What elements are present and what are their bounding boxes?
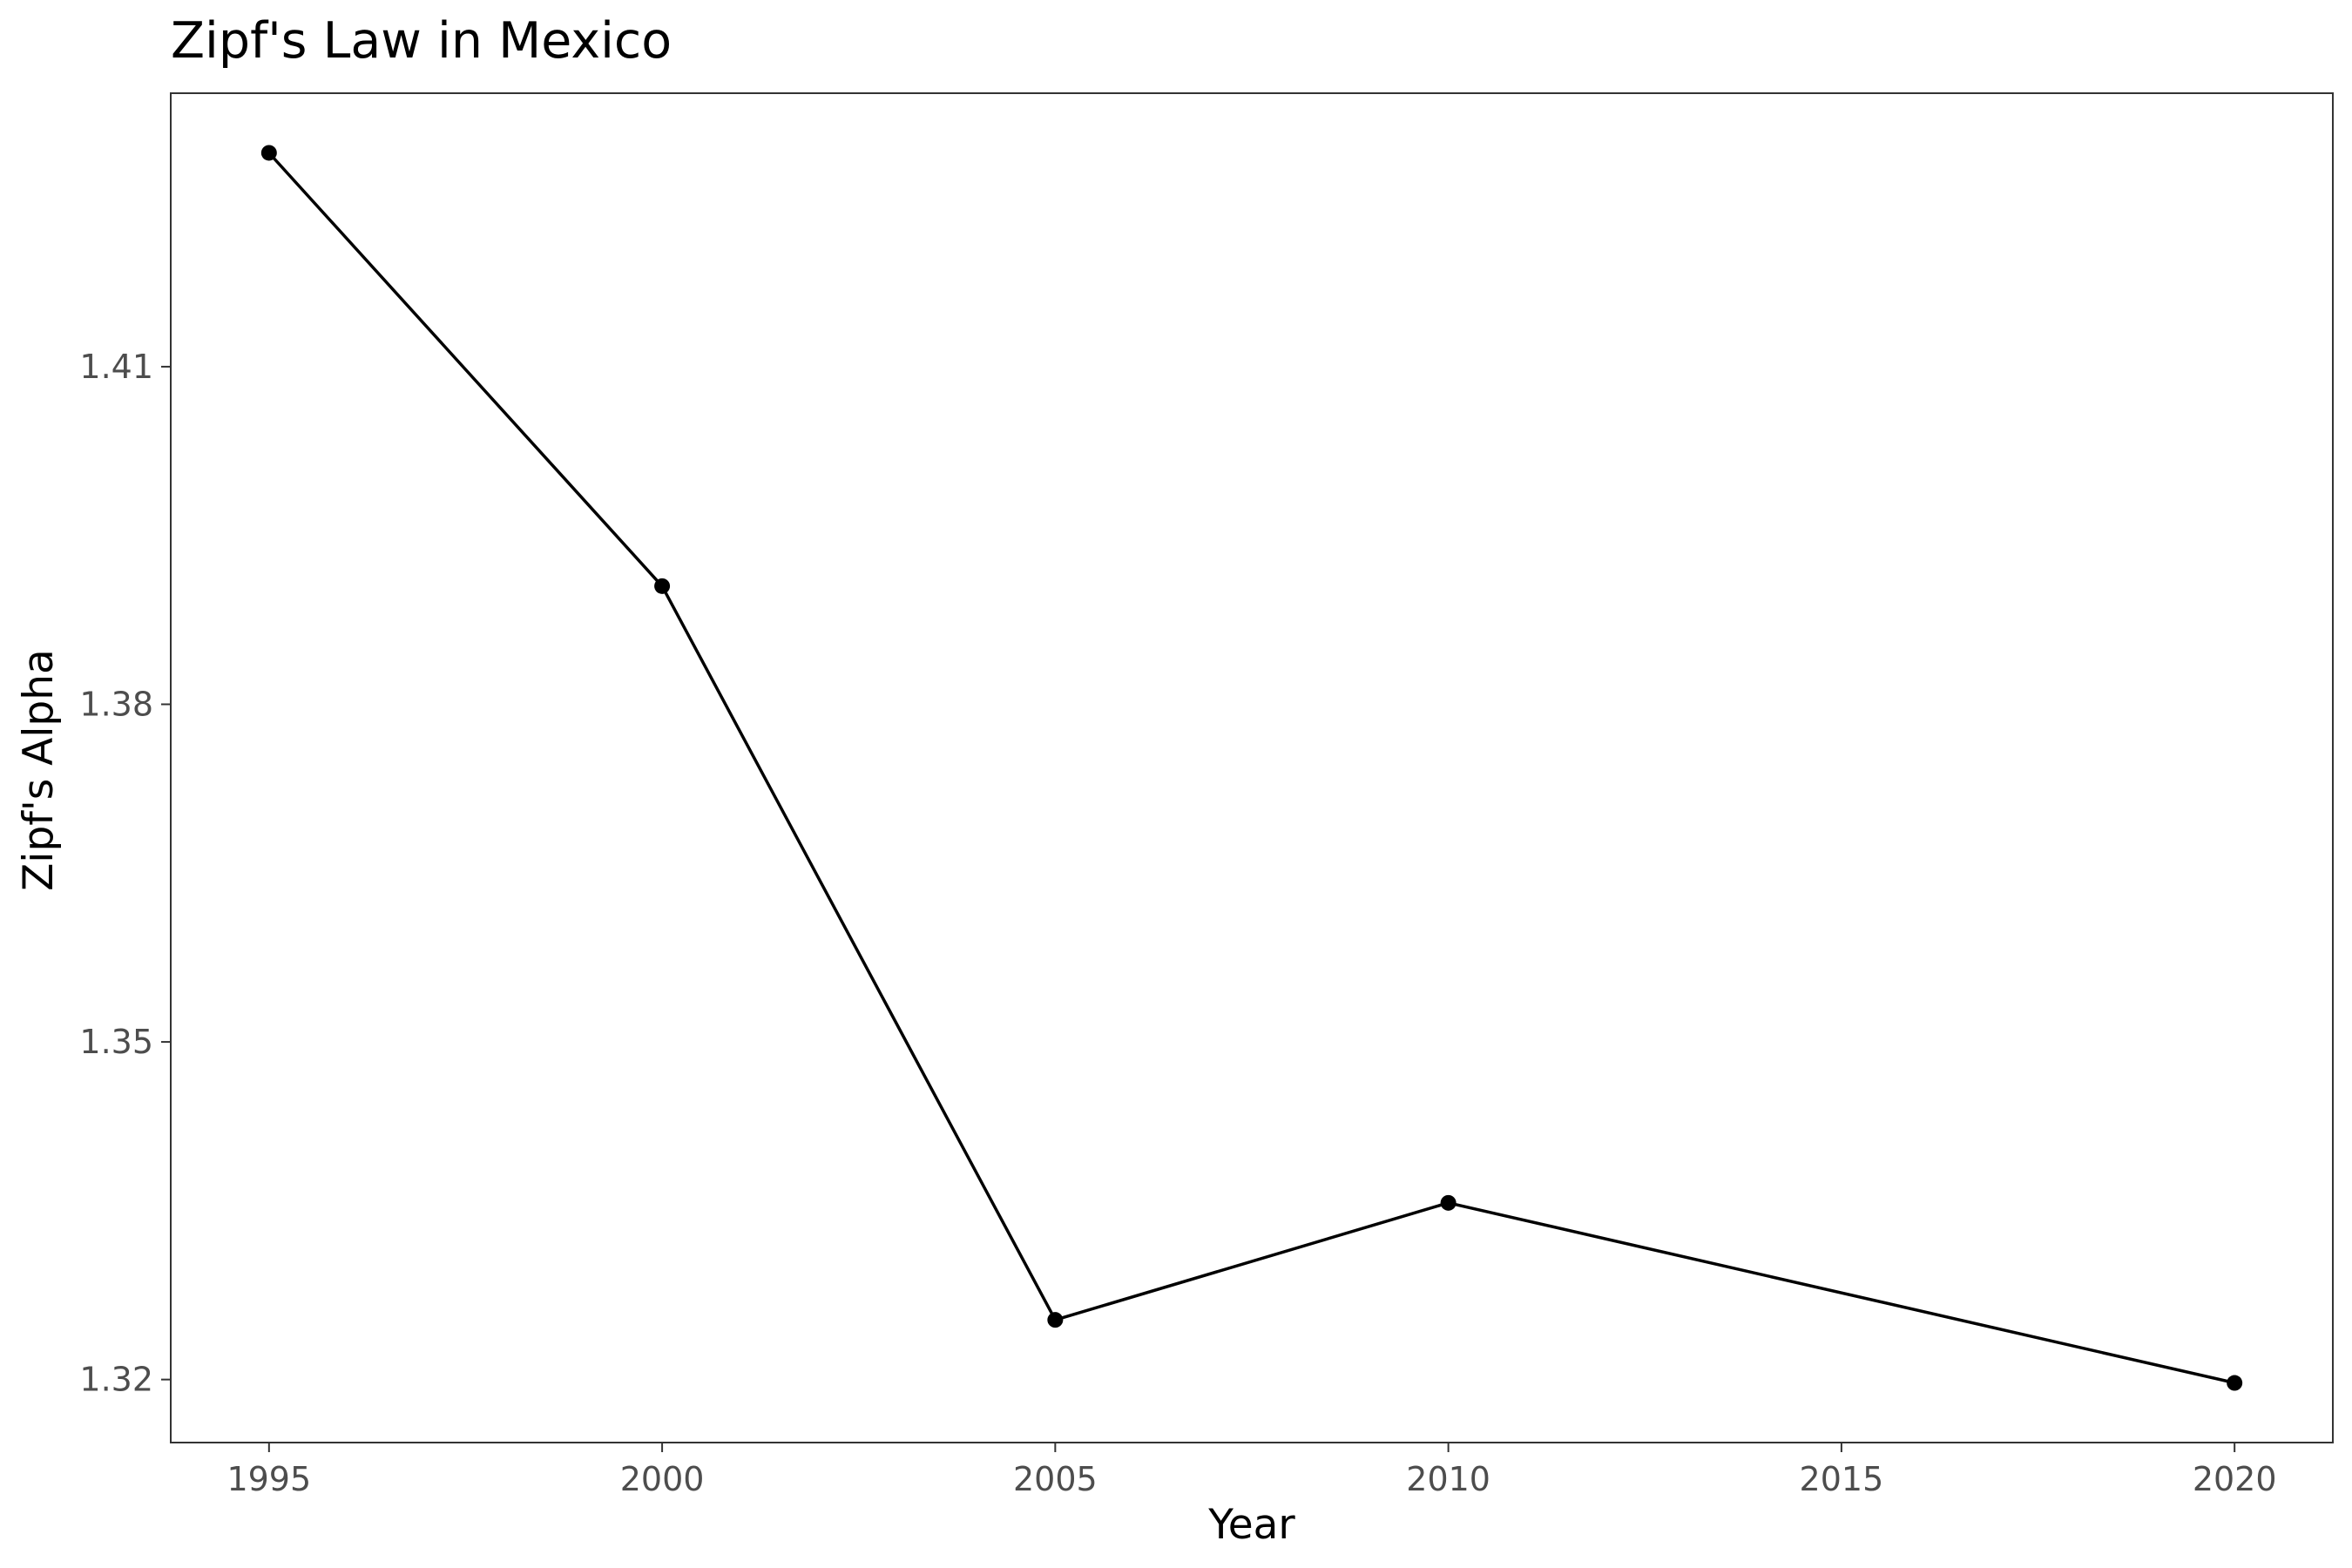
y-tick-label: 1.38 bbox=[79, 686, 153, 724]
x-tick-label: 1995 bbox=[226, 1460, 311, 1498]
x-tick-label: 2005 bbox=[1013, 1460, 1098, 1498]
y-tick-label: 1.35 bbox=[79, 1023, 153, 1061]
x-tick-label: 2015 bbox=[1800, 1460, 1884, 1498]
y-tick-label: 1.41 bbox=[79, 348, 153, 386]
y-axis: 1.32 1.35 1.38 1.41 bbox=[79, 348, 171, 1399]
y-tick-label: 1.32 bbox=[79, 1361, 153, 1399]
plot-area bbox=[170, 92, 2334, 1443]
x-tick-label: 2010 bbox=[1406, 1460, 1490, 1498]
x-axis: 1995 2000 2005 2010 2015 2020 bbox=[226, 1443, 2277, 1498]
data-point bbox=[1047, 1312, 1064, 1328]
chart-title: Zipf's Law in Mexico bbox=[171, 12, 672, 70]
data-point bbox=[1440, 1194, 1456, 1211]
data-point bbox=[654, 578, 671, 594]
x-axis-title: Year bbox=[1207, 1501, 1295, 1549]
x-tick-label: 2000 bbox=[620, 1460, 705, 1498]
data-point bbox=[260, 145, 277, 161]
x-tick-label: 2020 bbox=[2193, 1460, 2277, 1498]
panel-border bbox=[170, 92, 2334, 1443]
y-axis-title: Zipf's Alpha bbox=[15, 649, 63, 891]
data-point bbox=[2227, 1375, 2243, 1391]
